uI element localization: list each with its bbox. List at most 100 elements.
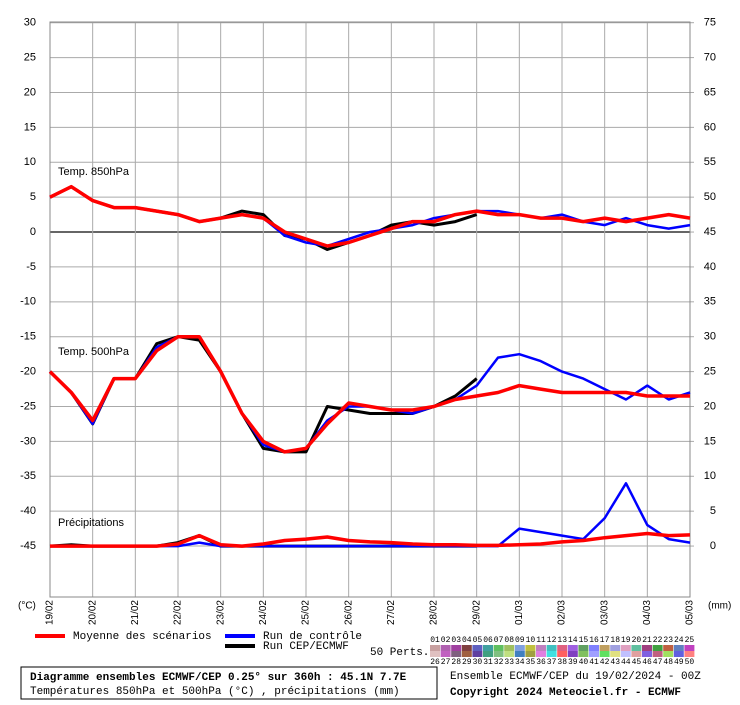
member-label: 23 bbox=[663, 636, 673, 645]
member-label: 38 bbox=[557, 658, 567, 667]
member-swatch bbox=[451, 651, 462, 657]
y2-tick-label: 10 bbox=[704, 470, 716, 482]
member-label: 12 bbox=[547, 636, 557, 645]
member-swatch bbox=[514, 645, 525, 651]
member-swatch bbox=[599, 651, 610, 657]
x-tick-label: 03/03 bbox=[599, 600, 610, 625]
panel-label: Précipitations bbox=[58, 517, 125, 529]
member-label: 22 bbox=[653, 636, 663, 645]
member-swatch bbox=[514, 651, 525, 657]
member-swatch bbox=[620, 645, 631, 651]
member-label: 06 bbox=[483, 636, 493, 645]
member-swatch bbox=[440, 651, 451, 657]
member-swatch bbox=[557, 651, 568, 657]
member-label: 42 bbox=[600, 658, 610, 667]
member-label: 09 bbox=[515, 636, 525, 645]
y2-tick-label: 15 bbox=[704, 435, 716, 447]
member-label: 01 bbox=[430, 636, 440, 645]
member-swatch bbox=[430, 651, 440, 657]
member-swatch bbox=[599, 645, 610, 651]
x-tick-label: 21/02 bbox=[130, 600, 141, 625]
member-label: 43 bbox=[610, 658, 620, 667]
member-label: 04 bbox=[462, 636, 472, 645]
x-tick-label: 22/02 bbox=[173, 600, 184, 625]
member-swatch bbox=[589, 645, 599, 651]
plot-frame bbox=[49, 21, 691, 598]
member-swatch bbox=[493, 645, 504, 651]
copyright: Copyright 2024 Meteociel.fr - ECMWF bbox=[450, 687, 681, 699]
x-tick-label: 27/02 bbox=[386, 600, 397, 625]
member-swatch bbox=[610, 645, 621, 651]
member-swatch bbox=[493, 651, 504, 657]
member-swatch bbox=[546, 645, 557, 651]
y-tick-label: -30 bbox=[20, 435, 36, 447]
y-tick-label: -20 bbox=[20, 366, 36, 378]
member-swatch bbox=[652, 645, 663, 651]
footer-box bbox=[20, 666, 438, 700]
member-swatch bbox=[610, 651, 621, 657]
member-swatch bbox=[673, 645, 684, 651]
member-swatch bbox=[684, 651, 695, 657]
member-label: 16 bbox=[589, 636, 599, 645]
member-swatch bbox=[631, 651, 642, 657]
member-label: 48 bbox=[663, 658, 673, 667]
member-label: 36 bbox=[536, 658, 546, 667]
member-label: 33 bbox=[504, 658, 514, 667]
footer-title: Diagramme ensembles ECMWF/CEP 0.25° sur … bbox=[30, 672, 407, 684]
member-label: 25 bbox=[685, 636, 695, 645]
member-swatch bbox=[483, 651, 493, 657]
member-label: 29 bbox=[462, 658, 472, 667]
y-tick-label: 25 bbox=[24, 51, 36, 63]
member-label: 28 bbox=[451, 658, 461, 667]
y2-tick-label: 70 bbox=[704, 51, 716, 63]
member-swatch bbox=[567, 651, 578, 657]
member-label: 20 bbox=[632, 636, 642, 645]
member-label: 24 bbox=[674, 636, 684, 645]
member-swatch bbox=[504, 645, 515, 651]
member-swatch bbox=[642, 651, 652, 657]
y2-tick-label: 30 bbox=[704, 331, 716, 343]
x-tick-label: 20/02 bbox=[87, 600, 98, 625]
member-label: 13 bbox=[557, 636, 567, 645]
member-label: 11 bbox=[536, 636, 546, 645]
member-swatch bbox=[673, 651, 684, 657]
series-line bbox=[48, 334, 690, 454]
y-tick-label: 5 bbox=[30, 191, 36, 203]
member-label: 15 bbox=[579, 636, 589, 645]
member-swatch bbox=[536, 645, 546, 651]
member-swatch bbox=[578, 651, 589, 657]
member-label: 18 bbox=[610, 636, 620, 645]
member-swatch bbox=[589, 651, 599, 657]
member-label: 50 bbox=[685, 658, 695, 667]
member-swatch bbox=[631, 645, 642, 651]
x-tick-label: 02/03 bbox=[557, 600, 568, 625]
member-swatch bbox=[652, 651, 663, 657]
y-tick-label: 15 bbox=[24, 121, 36, 133]
x-tick-label: 28/02 bbox=[429, 600, 440, 625]
member-swatch bbox=[663, 651, 674, 657]
y-tick-label: -25 bbox=[20, 400, 36, 412]
y2-tick-label: 55 bbox=[704, 156, 716, 168]
run-info: Ensemble ECMWF/CEP du 19/02/2024 - 00Z bbox=[450, 671, 701, 683]
y-tick-label: -15 bbox=[20, 331, 36, 343]
x-tick-label: 29/02 bbox=[471, 600, 482, 625]
member-label: 05 bbox=[473, 636, 483, 645]
series-line bbox=[49, 184, 691, 248]
x-tick-label: 23/02 bbox=[215, 600, 226, 625]
member-label: 21 bbox=[642, 636, 652, 645]
member-label: 08 bbox=[504, 636, 514, 645]
y-tick-label: -45 bbox=[20, 540, 36, 552]
member-swatch bbox=[525, 651, 536, 657]
y-unit: (°C) bbox=[18, 601, 36, 612]
member-swatch bbox=[440, 645, 451, 651]
y-tick-label: 20 bbox=[24, 86, 36, 98]
legend-label: Moyenne des scénarios bbox=[73, 631, 212, 643]
y2-tick-label: 50 bbox=[704, 191, 716, 203]
member-label: 37 bbox=[547, 658, 557, 667]
member-label: 02 bbox=[441, 636, 451, 645]
member-swatch bbox=[642, 645, 652, 651]
member-label: 41 bbox=[589, 658, 599, 667]
member-label: 47 bbox=[653, 658, 663, 667]
